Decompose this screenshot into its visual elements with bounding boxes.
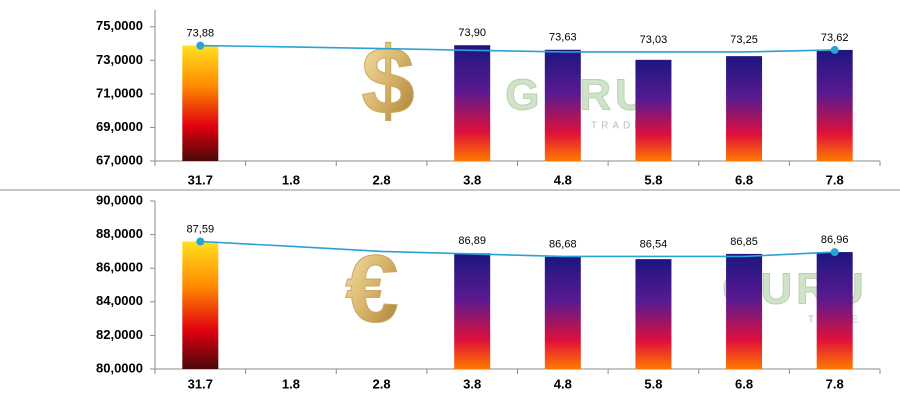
y-tick-label: 69,0000: [96, 119, 143, 134]
value-label: 73,62: [821, 32, 849, 44]
x-tick-label: 31.7: [188, 172, 213, 187]
bar: [816, 49, 853, 162]
y-tick-label: 82,0000: [96, 327, 143, 342]
bar: [544, 49, 581, 161]
x-tick-label: 6.8: [735, 376, 753, 391]
y-tick-label: 88,0000: [96, 226, 143, 241]
bar: [454, 253, 491, 369]
value-label: 86,54: [640, 238, 668, 250]
x-tick-label: 7.8: [826, 172, 844, 187]
value-label: 86,68: [549, 238, 577, 250]
x-tick-label: 6.8: [735, 172, 753, 187]
trend-line: [200, 240, 835, 258]
y-tick-label: 80,0000: [96, 360, 143, 375]
value-label: 73,63: [549, 32, 577, 44]
x-tick-label: 2.8: [373, 172, 391, 187]
x-tick-label: 5.8: [644, 172, 662, 187]
line-marker: [830, 45, 839, 54]
y-tick-label: 75,0000: [96, 18, 143, 33]
bar: [726, 253, 763, 369]
line-marker: [196, 237, 205, 246]
x-tick-label: 2.8: [373, 376, 391, 391]
x-tick-label: 7.8: [826, 376, 844, 391]
symbol: $: [361, 27, 414, 134]
value-label: 73,25: [730, 34, 758, 46]
x-tick-label: 31.7: [188, 376, 213, 391]
x-tick-label: 3.8: [463, 376, 481, 391]
value-label: 73,90: [458, 27, 486, 39]
bar: [726, 56, 763, 162]
bar: [182, 45, 219, 161]
x-tick-label: 4.8: [554, 376, 572, 391]
symbol: €: [345, 235, 398, 342]
bar: [635, 259, 672, 369]
line-marker: [830, 248, 839, 257]
bar: [182, 241, 219, 369]
value-label: 86,85: [730, 236, 758, 248]
value-label: 86,89: [458, 235, 486, 247]
bar: [816, 252, 853, 369]
x-tick-label: 1.8: [282, 376, 300, 391]
value-label: 73,03: [640, 34, 668, 46]
y-tick-label: 90,0000: [96, 192, 143, 207]
line-marker: [196, 41, 205, 50]
x-tick-label: 3.8: [463, 172, 481, 187]
x-tick-label: 5.8: [644, 376, 662, 391]
watermark-sub: TRADE: [591, 121, 645, 132]
x-tick-label: 4.8: [554, 172, 572, 187]
y-tick-label: 67,0000: [96, 152, 143, 167]
y-tick-label: 73,0000: [96, 52, 143, 67]
bar: [635, 59, 672, 161]
value-label: 73,88: [187, 27, 215, 39]
y-tick-label: 71,0000: [96, 85, 143, 100]
value-label: 86,96: [821, 234, 849, 246]
y-tick-label: 86,0000: [96, 260, 143, 275]
x-tick-label: 1.8: [282, 172, 300, 187]
y-tick-label: 84,0000: [96, 293, 143, 308]
trend-line: [200, 44, 835, 53]
value-label: 87,59: [187, 223, 215, 235]
bar: [544, 256, 581, 369]
bar: [454, 45, 491, 161]
